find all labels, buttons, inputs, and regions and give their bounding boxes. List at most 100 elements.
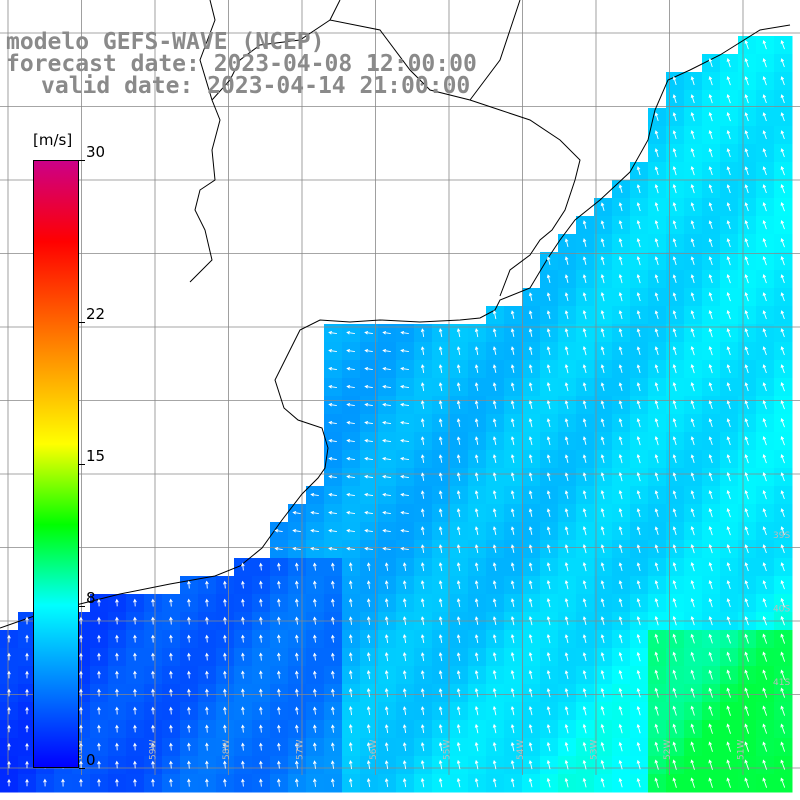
wind-vector-arrow bbox=[546, 399, 551, 410]
wind-vector-arrow bbox=[115, 724, 119, 733]
wind-vector-arrow bbox=[328, 438, 337, 443]
wind-vector-arrow bbox=[382, 492, 391, 497]
wind-vector-arrow bbox=[600, 382, 605, 392]
wind-vector-arrow bbox=[420, 508, 425, 517]
wind-vector-arrow bbox=[690, 238, 695, 248]
wind-vector-arrow bbox=[744, 93, 749, 104]
wind-vector-arrow bbox=[438, 652, 443, 662]
wind-vector-arrow bbox=[780, 58, 785, 68]
wind-vector-arrow bbox=[618, 633, 623, 644]
wind-vector-arrow bbox=[654, 274, 659, 284]
wind-vector-arrow bbox=[690, 598, 695, 608]
wind-vector-arrow bbox=[600, 291, 605, 302]
wind-vector-arrow bbox=[546, 633, 551, 644]
wind-vector-arrow bbox=[97, 688, 101, 697]
wind-vector-arrow bbox=[328, 384, 337, 389]
wind-vector-arrow bbox=[672, 346, 677, 356]
wind-vector-arrow bbox=[690, 723, 695, 734]
wind-vector-arrow bbox=[744, 616, 749, 626]
wind-vector-arrow bbox=[223, 778, 227, 787]
wind-vector-arrow bbox=[384, 742, 389, 752]
wind-vector-arrow bbox=[510, 508, 515, 518]
wind-vector-arrow bbox=[328, 546, 337, 551]
wind-vector-arrow bbox=[726, 454, 731, 464]
wind-vector-arrow bbox=[97, 742, 101, 751]
wind-vector-arrow bbox=[510, 687, 515, 698]
wind-vector-arrow bbox=[672, 238, 677, 248]
wind-vector-arrow bbox=[348, 723, 353, 734]
wind-vector-arrow bbox=[294, 580, 299, 589]
wind-vector-arrow bbox=[600, 256, 605, 266]
wind-vector-arrow bbox=[618, 328, 623, 338]
wind-vector-arrow bbox=[346, 420, 355, 425]
wind-vector-arrow bbox=[762, 687, 768, 698]
wind-vector-arrow bbox=[780, 544, 785, 554]
wind-vector-arrow bbox=[582, 759, 587, 770]
wind-vector-arrow bbox=[528, 544, 533, 554]
wind-vector-arrow bbox=[546, 544, 551, 554]
coastline-path bbox=[0, 24, 791, 629]
wind-vector-arrow bbox=[510, 400, 515, 410]
wind-vector-arrow bbox=[726, 580, 731, 590]
wind-vector-arrow bbox=[672, 94, 677, 104]
wind-vector-arrow bbox=[762, 75, 767, 86]
wind-vector-arrow bbox=[726, 418, 731, 428]
grid-labels: 60W 59W 58W 57W 56W 55W 54W 53W 52W 51W 39S 40S 41S bbox=[75, 531, 790, 760]
wind-vector-arrow bbox=[744, 490, 749, 500]
wind-vector-arrow bbox=[672, 508, 677, 518]
wind-vector-arrow bbox=[492, 508, 497, 518]
wind-vector-arrow bbox=[25, 616, 29, 625]
wind-vector-arrow bbox=[456, 616, 461, 625]
wind-vector-arrow bbox=[564, 508, 569, 518]
wind-vector-arrow bbox=[510, 418, 515, 428]
wind-vector-arrow bbox=[294, 562, 299, 571]
wind-vector-arrow bbox=[456, 436, 461, 445]
wind-vector-arrow bbox=[277, 580, 281, 589]
wind-vector-arrow bbox=[564, 256, 569, 266]
wind-vector-arrow bbox=[420, 346, 425, 355]
wind-vector-arrow bbox=[618, 616, 623, 626]
wind-vector-arrow bbox=[382, 330, 391, 335]
wind-vector-arrow bbox=[382, 438, 392, 443]
wind-vector-arrow bbox=[528, 436, 533, 446]
wind-vector-arrow bbox=[474, 777, 479, 788]
wind-vector-arrow bbox=[438, 490, 443, 499]
wind-vector-arrow bbox=[438, 508, 443, 517]
wind-vector-arrow bbox=[762, 94, 767, 104]
wind-vector-arrow bbox=[151, 706, 155, 715]
wind-vector-arrow bbox=[582, 309, 587, 320]
wind-vector-arrow bbox=[528, 292, 533, 302]
wind-vector-arrow bbox=[672, 364, 677, 374]
wind-vector-arrow bbox=[762, 148, 767, 158]
wind-vector-arrow bbox=[780, 202, 785, 212]
wind-vector-arrow bbox=[492, 598, 497, 608]
wind-vector-arrow bbox=[618, 651, 623, 662]
wind-vector-arrow bbox=[708, 130, 713, 140]
wind-vector-arrow bbox=[726, 777, 731, 788]
wind-vector-arrow bbox=[726, 327, 731, 338]
wind-vector-arrow bbox=[654, 381, 659, 392]
wind-vector-arrow bbox=[600, 327, 605, 338]
longitude-label: 53W bbox=[590, 740, 600, 760]
wind-vector-arrow bbox=[780, 633, 786, 644]
wind-vector-arrow bbox=[726, 705, 731, 716]
wind-vector-arrow bbox=[384, 706, 389, 716]
wind-vector-arrow bbox=[259, 742, 263, 751]
wind-vector-arrow bbox=[636, 741, 641, 752]
wind-vector-arrow bbox=[151, 634, 155, 643]
wind-vector-arrow bbox=[528, 526, 533, 536]
wind-vector-arrow bbox=[780, 148, 785, 158]
wind-vector-arrow bbox=[600, 364, 605, 374]
wind-vector-arrow bbox=[600, 436, 605, 446]
wind-vector-arrow bbox=[366, 705, 371, 716]
wind-vector-arrow bbox=[528, 400, 533, 410]
wind-vector-arrow bbox=[618, 255, 623, 266]
wind-vector-arrow bbox=[25, 760, 29, 769]
wind-vector-arrow bbox=[780, 220, 785, 230]
wind-vector-arrow bbox=[600, 400, 605, 410]
wind-vector-arrow bbox=[438, 616, 443, 626]
wind-vector-arrow bbox=[420, 777, 425, 788]
wind-vector-arrow bbox=[438, 364, 443, 374]
wind-vector-arrow bbox=[564, 759, 569, 770]
wind-vector-arrow bbox=[456, 705, 461, 716]
